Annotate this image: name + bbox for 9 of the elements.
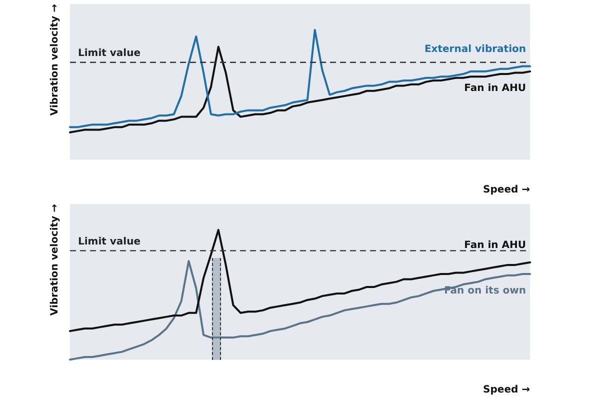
y-axis-title: Vibration velocity → <box>50 4 61 116</box>
series-label: Fan in AHU <box>464 240 526 251</box>
x-axis-title: Speed → <box>483 184 530 196</box>
series-label: Fan in AHU <box>464 83 526 94</box>
ref-line-label: Limit value <box>78 48 141 59</box>
series-label: External vibration <box>424 44 526 55</box>
ref-line-label: Limit value <box>78 236 141 248</box>
y-axis-title: Vibration velocity → <box>50 204 61 316</box>
x-axis-title: Speed → <box>483 384 530 396</box>
